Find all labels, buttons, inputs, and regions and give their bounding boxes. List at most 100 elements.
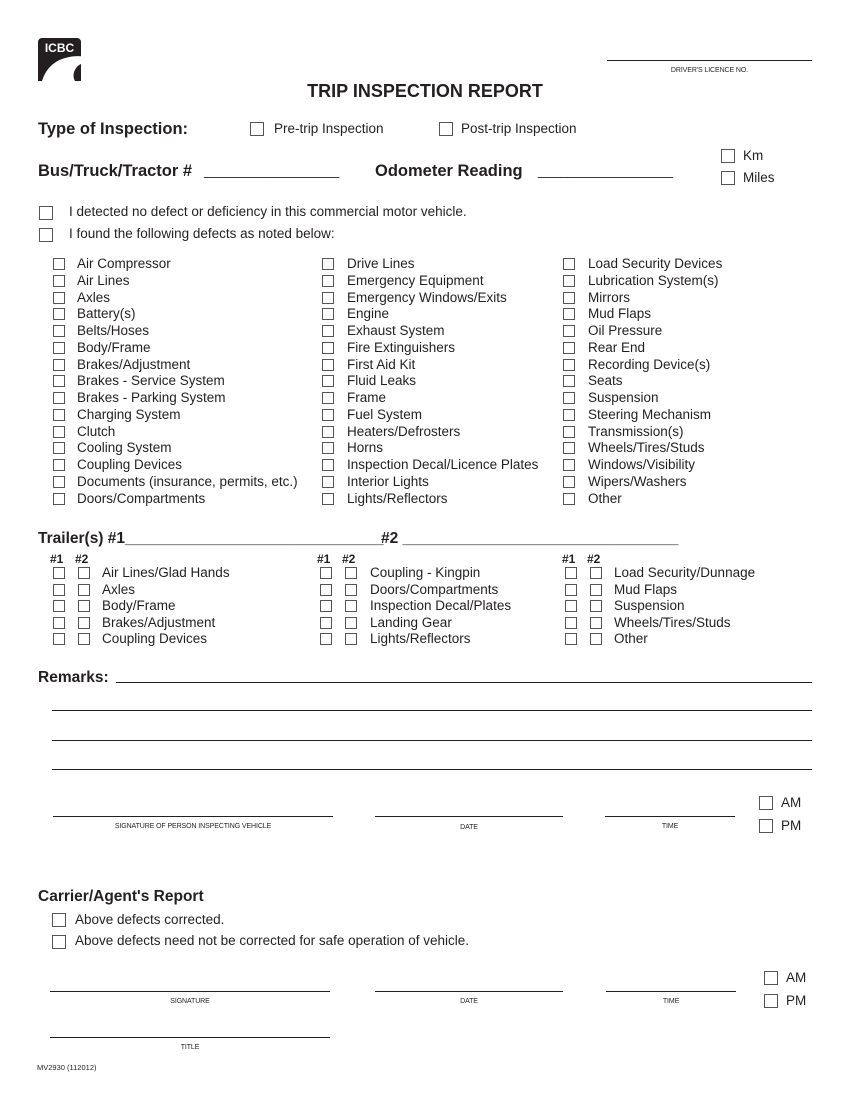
remarks-line[interactable] bbox=[52, 710, 812, 711]
trailer1-checkbox[interactable] bbox=[320, 633, 332, 646]
remarks-line[interactable] bbox=[116, 682, 812, 683]
post-trip-checkbox[interactable] bbox=[439, 122, 453, 136]
defect-checkbox[interactable] bbox=[53, 442, 65, 455]
defect-checkbox[interactable] bbox=[563, 392, 575, 404]
defect-checkbox[interactable] bbox=[53, 375, 65, 388]
defect-checkbox[interactable] bbox=[563, 442, 575, 455]
trailer1-checkbox[interactable] bbox=[53, 567, 65, 579]
pre-trip-checkbox[interactable] bbox=[250, 122, 264, 136]
defect-checkbox[interactable] bbox=[53, 392, 65, 404]
defect-checkbox[interactable] bbox=[322, 274, 334, 287]
trailer2-checkbox[interactable] bbox=[78, 583, 90, 596]
defect-checkbox[interactable] bbox=[53, 425, 65, 438]
defect-checkbox[interactable] bbox=[563, 325, 575, 337]
trailer2-checkbox[interactable] bbox=[78, 633, 90, 646]
defect-checkbox[interactable] bbox=[563, 258, 575, 270]
defect-checkbox[interactable] bbox=[322, 475, 334, 488]
trailer1-checkbox[interactable] bbox=[320, 600, 332, 613]
defect-checkbox[interactable] bbox=[53, 475, 65, 488]
trailer2-checkbox[interactable] bbox=[345, 600, 357, 613]
trailer2-checkbox[interactable] bbox=[345, 633, 357, 646]
km-checkbox[interactable] bbox=[721, 149, 735, 163]
defect-checkbox[interactable] bbox=[53, 358, 65, 371]
defect-checkbox[interactable] bbox=[322, 392, 334, 404]
carrier-title-field[interactable] bbox=[50, 1037, 330, 1038]
defect-checkbox[interactable] bbox=[53, 459, 65, 471]
miles-checkbox[interactable] bbox=[721, 171, 735, 185]
defect-checkbox[interactable] bbox=[563, 358, 575, 371]
carrier-date-field[interactable] bbox=[375, 991, 563, 992]
defect-checkbox[interactable] bbox=[322, 341, 334, 354]
defect-checkbox[interactable] bbox=[53, 258, 65, 270]
trailer1-checkbox[interactable] bbox=[565, 600, 577, 613]
carrier-pm-checkbox[interactable] bbox=[764, 994, 778, 1008]
odometer-field[interactable]: __________________ bbox=[538, 163, 674, 178]
defect-checkbox[interactable] bbox=[322, 442, 334, 455]
trailer2-checkbox[interactable] bbox=[590, 600, 602, 613]
trailer2-checkbox[interactable] bbox=[345, 583, 357, 596]
inspector-time-field[interactable] bbox=[605, 816, 735, 817]
defect-checkbox[interactable] bbox=[322, 408, 334, 421]
carrier-time-field[interactable] bbox=[606, 991, 736, 992]
trailer1-checkbox[interactable] bbox=[320, 583, 332, 596]
carrier-signature-field[interactable] bbox=[50, 991, 330, 992]
inspector-date-field[interactable] bbox=[375, 816, 563, 817]
trailer1-checkbox[interactable] bbox=[320, 616, 332, 629]
trailer2-checkbox[interactable] bbox=[590, 583, 602, 596]
no-defect-checkbox[interactable] bbox=[39, 206, 53, 220]
defect-checkbox[interactable] bbox=[322, 358, 334, 371]
trailer1-checkbox[interactable] bbox=[320, 567, 332, 579]
defect-checkbox[interactable] bbox=[563, 308, 575, 321]
trailer1-checkbox[interactable] bbox=[565, 583, 577, 596]
defect-checkbox[interactable] bbox=[563, 341, 575, 354]
trailer1-checkbox[interactable] bbox=[53, 600, 65, 613]
defect-checkbox[interactable] bbox=[563, 375, 575, 388]
defect-checkbox[interactable] bbox=[563, 492, 575, 505]
defect-checkbox[interactable] bbox=[322, 492, 334, 505]
defect-checkbox[interactable] bbox=[322, 291, 334, 304]
defects-corrected-checkbox[interactable] bbox=[52, 913, 66, 927]
inspector-am-checkbox[interactable] bbox=[759, 796, 773, 810]
defect-checkbox[interactable] bbox=[322, 459, 334, 471]
trailer2-checkbox[interactable] bbox=[590, 633, 602, 646]
defect-checkbox[interactable] bbox=[53, 492, 65, 505]
licence-number-field[interactable] bbox=[607, 60, 812, 61]
inspector-pm-checkbox[interactable] bbox=[759, 819, 773, 833]
defect-checkbox[interactable] bbox=[563, 475, 575, 488]
remarks-line[interactable] bbox=[52, 740, 812, 741]
trailer2-checkbox[interactable] bbox=[78, 600, 90, 613]
trailer1-checkbox[interactable] bbox=[565, 633, 577, 646]
remarks-line[interactable] bbox=[52, 769, 812, 770]
trailer2-checkbox[interactable] bbox=[345, 567, 357, 579]
defect-checkbox[interactable] bbox=[53, 325, 65, 337]
defect-checkbox[interactable] bbox=[322, 258, 334, 270]
trailer2-checkbox[interactable] bbox=[345, 616, 357, 629]
defect-checkbox[interactable] bbox=[563, 408, 575, 421]
bus-number-field[interactable]: __________________ bbox=[204, 163, 340, 178]
trailer1-checkbox[interactable] bbox=[565, 567, 577, 579]
carrier-am-checkbox[interactable] bbox=[764, 971, 778, 985]
trailer2-checkbox[interactable] bbox=[78, 567, 90, 579]
inspector-signature-field[interactable] bbox=[53, 816, 333, 817]
defect-checkbox[interactable] bbox=[53, 308, 65, 321]
trailer1-checkbox[interactable] bbox=[565, 616, 577, 629]
defects-found-checkbox[interactable] bbox=[39, 228, 53, 242]
trailer1-checkbox[interactable] bbox=[53, 633, 65, 646]
defect-checkbox[interactable] bbox=[322, 425, 334, 438]
defect-checkbox[interactable] bbox=[53, 408, 65, 421]
defects-not-needed-checkbox[interactable] bbox=[52, 935, 66, 949]
defect-checkbox[interactable] bbox=[563, 425, 575, 438]
trailer2-checkbox[interactable] bbox=[78, 616, 90, 629]
trailer2-checkbox[interactable] bbox=[590, 616, 602, 629]
defect-checkbox[interactable] bbox=[322, 375, 334, 388]
trailer1-checkbox[interactable] bbox=[53, 583, 65, 596]
trailer2-checkbox[interactable] bbox=[590, 567, 602, 579]
defect-checkbox[interactable] bbox=[322, 325, 334, 337]
defect-checkbox[interactable] bbox=[53, 274, 65, 287]
defect-checkbox[interactable] bbox=[563, 274, 575, 287]
defect-checkbox[interactable] bbox=[563, 291, 575, 304]
defect-checkbox[interactable] bbox=[53, 341, 65, 354]
defect-checkbox[interactable] bbox=[322, 308, 334, 321]
defect-checkbox[interactable] bbox=[563, 459, 575, 471]
trailer1-checkbox[interactable] bbox=[53, 616, 65, 629]
